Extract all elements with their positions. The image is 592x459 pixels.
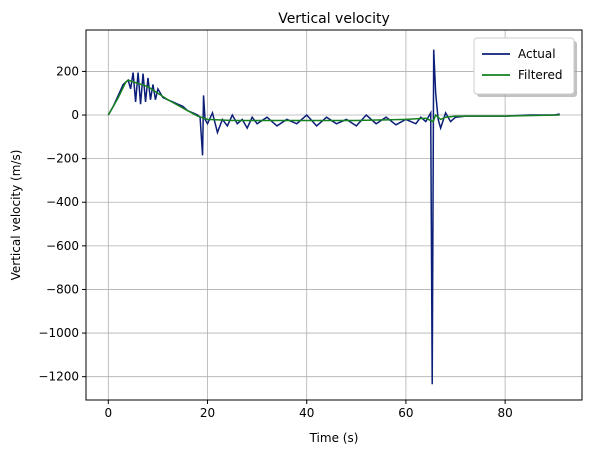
plot-frame	[85, 29, 583, 401]
y-tick-label: −400	[46, 195, 79, 209]
series-line	[107, 49, 560, 385]
x-tick-label: 20	[200, 406, 215, 420]
y-tick-label: −200	[46, 152, 79, 166]
legend-box	[473, 37, 575, 95]
x-axis-label: Time (s)	[309, 431, 359, 445]
legend-label: Actual	[518, 47, 556, 61]
x-tick-label: 80	[497, 406, 512, 420]
y-tick-label: −1200	[38, 370, 79, 384]
y-tick-label: 0	[71, 108, 79, 122]
legend-label: Filtered	[518, 68, 562, 82]
series-line	[107, 79, 560, 123]
y-tick-label: −600	[46, 239, 79, 253]
y-tick-label: −800	[46, 282, 79, 296]
y-tick-label: −1000	[38, 326, 79, 340]
x-tick-label: 40	[299, 406, 314, 420]
legend: Actual Filtered	[473, 37, 577, 97]
x-tick-label: 0	[104, 406, 112, 420]
y-tick-label: 200	[56, 64, 79, 78]
chart-title: Vertical velocity	[278, 11, 390, 27]
x-tick-label: 60	[398, 406, 413, 420]
y-axis-label: Vertical velocity (m/s)	[9, 150, 23, 281]
